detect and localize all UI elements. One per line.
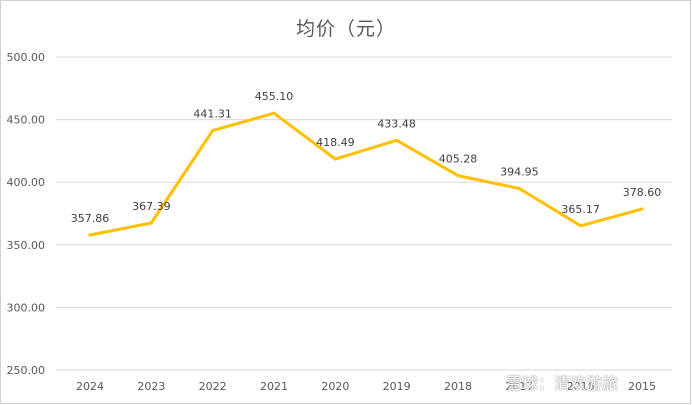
data-label: 433.48: [377, 117, 416, 130]
data-label: 394.95: [500, 166, 539, 179]
data-label: 365.17: [561, 203, 600, 216]
series-line: [88, 111, 644, 237]
x-tick-label: 2020: [321, 380, 349, 393]
chart-title: 均价（元）: [295, 18, 396, 40]
data-point: [640, 207, 644, 211]
x-tick-label: 2023: [137, 380, 165, 393]
data-label: 418.49: [316, 136, 355, 149]
data-point: [272, 111, 276, 115]
data-label: 357.86: [71, 212, 110, 225]
data-point: [211, 128, 215, 132]
data-label: 378.60: [623, 186, 662, 199]
data-point: [333, 157, 337, 161]
x-tick-label: 2016: [567, 380, 595, 393]
x-tick-label: 2019: [383, 380, 411, 393]
x-tick-label: 2017: [505, 380, 533, 393]
x-tick-label: 2015: [628, 380, 656, 393]
y-tick-label: 350.00: [7, 239, 46, 252]
data-point: [88, 233, 92, 237]
y-tick-label: 400.00: [7, 176, 46, 189]
data-point: [395, 138, 399, 142]
y-tick-label: 500.00: [7, 51, 46, 64]
y-tick-label: 450.00: [7, 114, 46, 127]
data-label: 455.10: [255, 90, 294, 103]
x-tick-label: 2022: [199, 380, 227, 393]
data-point: [579, 224, 583, 228]
data-point: [456, 174, 460, 178]
x-tick-label: 2018: [444, 380, 472, 393]
data-label: 441.31: [193, 107, 232, 120]
data-point: [517, 187, 521, 191]
y-tick-label: 300.00: [7, 301, 46, 314]
data-label: 367.39: [132, 200, 171, 213]
y-tick-label: 250.00: [7, 364, 46, 377]
x-tick-label: 2021: [260, 380, 288, 393]
data-label: 405.28: [439, 153, 478, 166]
data-point: [149, 221, 153, 225]
watermark: 雪球：清欢游旅: [506, 374, 619, 393]
x-tick-label: 2024: [76, 380, 104, 393]
